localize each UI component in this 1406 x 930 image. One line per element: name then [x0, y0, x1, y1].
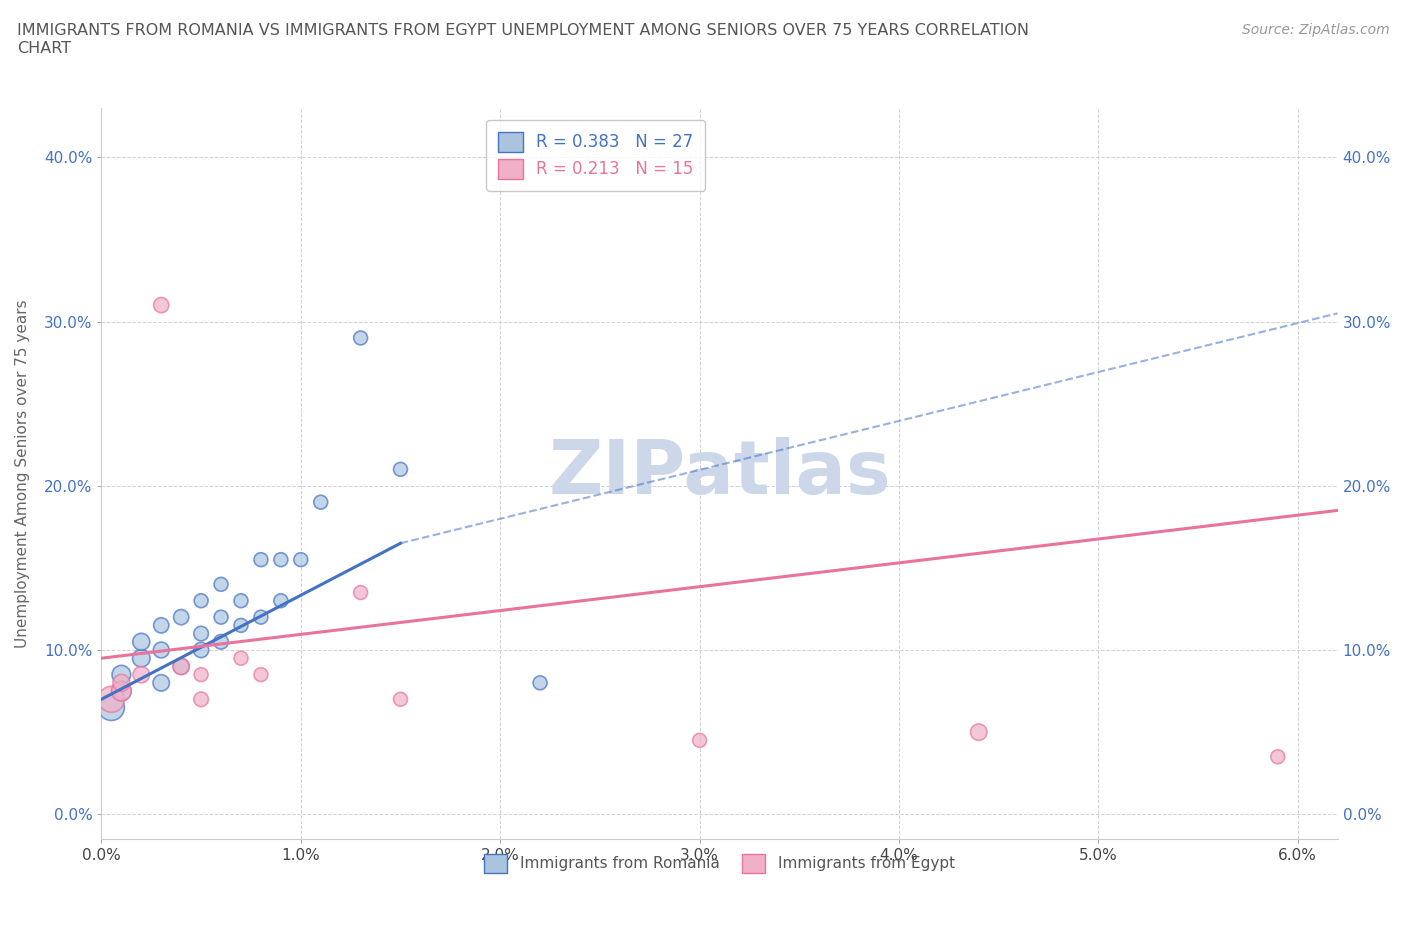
Point — [209, 610, 232, 625]
Text: ZIPatlas: ZIPatlas — [548, 437, 891, 510]
Point — [110, 684, 132, 698]
Point — [190, 643, 212, 658]
Point — [150, 643, 173, 658]
Point — [349, 330, 371, 345]
Y-axis label: Unemployment Among Seniors over 75 years: Unemployment Among Seniors over 75 years — [15, 299, 30, 648]
Point — [170, 610, 193, 625]
Point — [1267, 750, 1289, 764]
Point — [689, 733, 711, 748]
Point — [229, 618, 252, 632]
Point — [190, 692, 212, 707]
Point — [250, 552, 273, 567]
Point — [129, 634, 152, 649]
Point — [150, 298, 173, 312]
Point — [170, 659, 193, 674]
Point — [229, 593, 252, 608]
Point — [100, 692, 122, 707]
Point — [190, 667, 212, 682]
Point — [967, 724, 990, 739]
Point — [110, 675, 132, 690]
Point — [309, 495, 332, 510]
Point — [290, 552, 312, 567]
Point — [349, 585, 371, 600]
Point — [389, 462, 412, 477]
Point — [190, 593, 212, 608]
Legend: Immigrants from Romania, Immigrants from Egypt: Immigrants from Romania, Immigrants from… — [478, 848, 960, 879]
Point — [129, 651, 152, 666]
Point — [150, 618, 173, 632]
Point — [110, 667, 132, 682]
Point — [150, 675, 173, 690]
Point — [389, 692, 412, 707]
Point — [110, 684, 132, 698]
Point — [270, 552, 292, 567]
Point — [209, 577, 232, 591]
Point — [270, 593, 292, 608]
Point — [229, 651, 252, 666]
Point — [209, 634, 232, 649]
Point — [250, 610, 273, 625]
Point — [170, 659, 193, 674]
Text: Source: ZipAtlas.com: Source: ZipAtlas.com — [1241, 23, 1389, 37]
Point — [190, 626, 212, 641]
Point — [250, 667, 273, 682]
Point — [529, 675, 551, 690]
Text: IMMIGRANTS FROM ROMANIA VS IMMIGRANTS FROM EGYPT UNEMPLOYMENT AMONG SENIORS OVER: IMMIGRANTS FROM ROMANIA VS IMMIGRANTS FR… — [17, 23, 1029, 56]
Point — [100, 700, 122, 715]
Point — [129, 667, 152, 682]
